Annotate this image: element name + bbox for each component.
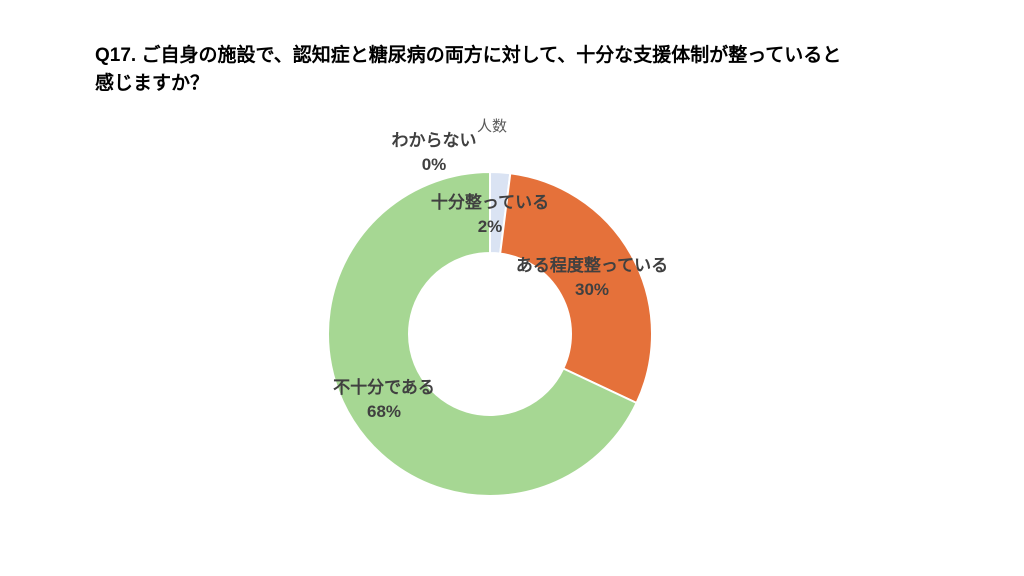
question-title: Q17. ご自身の施設で、認知症と糖尿病の両方に対して、十分な支援体制が整ってい… bbox=[95, 42, 945, 98]
label-name: 不十分である bbox=[333, 378, 435, 397]
label-percent: 30% bbox=[574, 280, 610, 299]
label-percent: 68% bbox=[366, 402, 402, 421]
question-title-line1: Q17. ご自身の施設で、認知症と糖尿病の両方に対して、十分な支援体制が整ってい… bbox=[95, 45, 842, 66]
label-name: わからない bbox=[391, 131, 477, 150]
question-title-line2: 感じますか？ bbox=[95, 73, 210, 94]
donut-slice-2 bbox=[327, 171, 638, 497]
label-name: ある程度整っている bbox=[515, 256, 669, 275]
label-name: 十分整っている bbox=[430, 193, 550, 212]
label-juubun-totonotteiru: 十分整っている 2% bbox=[431, 191, 549, 239]
label-wakaranai: わからない 0% bbox=[392, 129, 477, 177]
label-percent: 0% bbox=[421, 155, 447, 174]
label-percent: 2% bbox=[477, 217, 503, 236]
chart-series-title: 人数 bbox=[476, 118, 508, 135]
label-aru-teido-totonotteiru: ある程度整っている 30% bbox=[516, 254, 668, 302]
label-fujuubun-dearu: 不十分である 68% bbox=[333, 376, 435, 424]
donut-slice-1 bbox=[499, 172, 653, 404]
